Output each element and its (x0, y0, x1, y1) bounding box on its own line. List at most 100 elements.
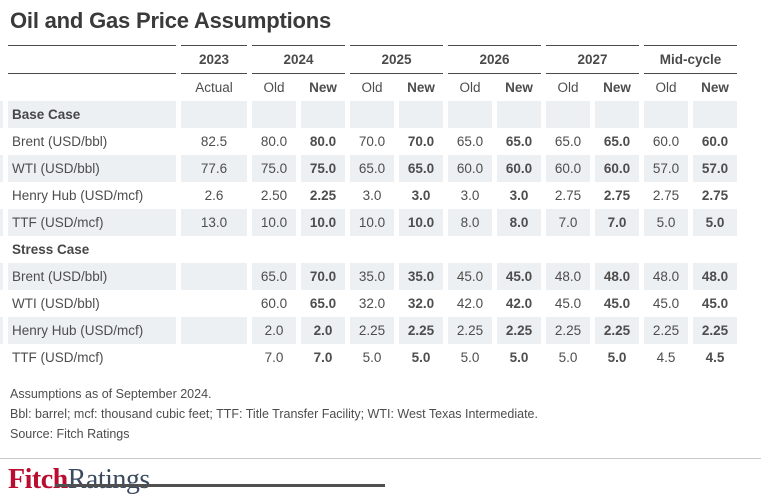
sub-header: New (309, 80, 337, 95)
row-label: WTI (USD/bbl) (8, 155, 176, 182)
spacer-cell (0, 236, 3, 263)
footnote-abbreviations: Bbl: barrel; mcf: thousand cubic feet; T… (10, 407, 538, 421)
value-cell: 45.0 (652, 296, 680, 311)
table-row: WTI (USD/bbl) 60.0 65.0 32.0 32.0 42.0 42.0 45.… (0, 290, 737, 317)
value-cell: 2.25 (546, 317, 590, 344)
value-cell: 45.0 (448, 263, 492, 290)
row-label: Henry Hub (USD/mcf) (8, 317, 176, 344)
row-label: TTF (USD/mcf) (8, 209, 176, 236)
row-label: Brent (USD/bbl) (12, 134, 108, 149)
sub-header: Old (263, 80, 285, 95)
spacer-cell (0, 263, 3, 290)
logo-fitch-text: Fitch (8, 464, 68, 495)
value-cell: 70.0 (358, 134, 386, 149)
empty-cell (595, 236, 639, 263)
empty-cell (693, 101, 737, 128)
table-row: Brent (USD/bbl) 65.0 70.0 35.0 35.0 45.0 45.0 4… (0, 263, 737, 290)
value-cell: 2.6 (204, 188, 224, 203)
spacer-cell (0, 45, 3, 74)
value-cell: 60.0 (652, 134, 680, 149)
value-cell: 7.0 (264, 350, 284, 365)
value-cell: 35.0 (399, 263, 443, 290)
spacer-cell (0, 290, 3, 317)
label-column-header (8, 45, 176, 74)
value-cell: 2.25 (693, 317, 737, 344)
empty-cell (252, 236, 296, 263)
logo-ratings-text: Ratings (67, 464, 151, 495)
value-cell: 65.0 (309, 296, 337, 311)
sub-header: New (603, 80, 631, 95)
empty-cell (448, 236, 492, 263)
row-label: Brent (USD/bbl) (8, 263, 176, 290)
empty-cell (595, 101, 639, 128)
value-cell: 35.0 (350, 263, 394, 290)
value-cell: 4.5 (705, 350, 725, 365)
value-cell: 77.6 (181, 155, 247, 182)
value-cell: 3.0 (509, 188, 529, 203)
spacer-cell (0, 344, 3, 371)
spacer-cell (0, 182, 3, 209)
value-cell: 2.50 (260, 188, 288, 203)
value-cell: 48.0 (693, 263, 737, 290)
value-cell: 3.0 (460, 188, 480, 203)
section-label: Base Case (8, 101, 176, 128)
value-cell: 65.0 (399, 155, 443, 182)
table-row: Henry Hub (USD/mcf) 2.0 2.0 2.25 2.25 2.25 2.2… (0, 317, 737, 344)
table-body: Base Case Brent (USD/bbl) 82.5 80.0 80.0 70.0… (0, 101, 737, 371)
value-cell: 5.0 (693, 209, 737, 236)
value-cell: 10.0 (350, 209, 394, 236)
value-cell: 65.0 (554, 134, 582, 149)
value-cell: 4.5 (656, 350, 676, 365)
year-header: 2024 (252, 45, 345, 74)
value-cell: 5.0 (362, 350, 382, 365)
value-cell: 45.0 (554, 296, 582, 311)
value-cell (181, 263, 247, 290)
empty-cell (301, 236, 345, 263)
value-cell: 65.0 (350, 155, 394, 182)
value-cell: 2.75 (603, 188, 631, 203)
value-cell: 8.0 (497, 209, 541, 236)
value-cell: 2.0 (252, 317, 296, 344)
value-cell: 2.25 (644, 317, 688, 344)
empty-cell (497, 236, 541, 263)
value-cell: 3.0 (411, 188, 431, 203)
empty-cell (497, 101, 541, 128)
year-header: 2027 (546, 45, 639, 74)
value-cell: 5.0 (460, 350, 480, 365)
value-cell: 60.0 (595, 155, 639, 182)
row-label: WTI (USD/bbl) (12, 296, 100, 311)
value-cell: 32.0 (358, 296, 386, 311)
value-cell (181, 344, 247, 371)
value-cell: 65.0 (505, 134, 533, 149)
spacer-cell (0, 209, 3, 236)
sub-header: Old (557, 80, 579, 95)
year-header: 2023 (181, 45, 247, 74)
value-cell: 7.0 (313, 350, 333, 365)
table-row: TTF (USD/mcf) 13.0 10.0 10.0 10.0 10.0 8.0 8.0 7… (0, 209, 737, 236)
spacer-cell (0, 101, 3, 128)
value-cell: 82.5 (200, 134, 228, 149)
section-label: Stress Case (12, 242, 90, 257)
spacer-cell (0, 317, 3, 344)
page-title: Oil and Gas Price Assumptions (10, 8, 332, 33)
section-header-row: Stress Case (0, 236, 737, 263)
value-cell: 32.0 (407, 296, 435, 311)
empty-cell (181, 101, 247, 128)
value-cell: 65.0 (456, 134, 484, 149)
label-column-subheader (8, 74, 176, 101)
spacer-cell (0, 74, 3, 101)
section-header-row: Base Case (0, 101, 737, 128)
sub-header: Old (655, 80, 677, 95)
value-cell: 45.0 (603, 296, 631, 311)
sub-header: New (407, 80, 435, 95)
value-cell: 13.0 (181, 209, 247, 236)
value-cell: 60.0 (701, 134, 729, 149)
table-row: TTF (USD/mcf) 7.0 7.0 5.0 5.0 5.0 5.0 5.0 5.0 4.5… (0, 344, 737, 371)
value-cell: 57.0 (693, 155, 737, 182)
value-cell: 60.0 (546, 155, 590, 182)
value-cell: 7.0 (595, 209, 639, 236)
sub-header: New (505, 80, 533, 95)
year-header: Mid-cycle (644, 45, 737, 74)
value-cell: 2.75 (554, 188, 582, 203)
price-assumptions-table: 2023 2024 2025 2026 2027 Mid-cycle Actual Old Ne… (0, 45, 742, 371)
